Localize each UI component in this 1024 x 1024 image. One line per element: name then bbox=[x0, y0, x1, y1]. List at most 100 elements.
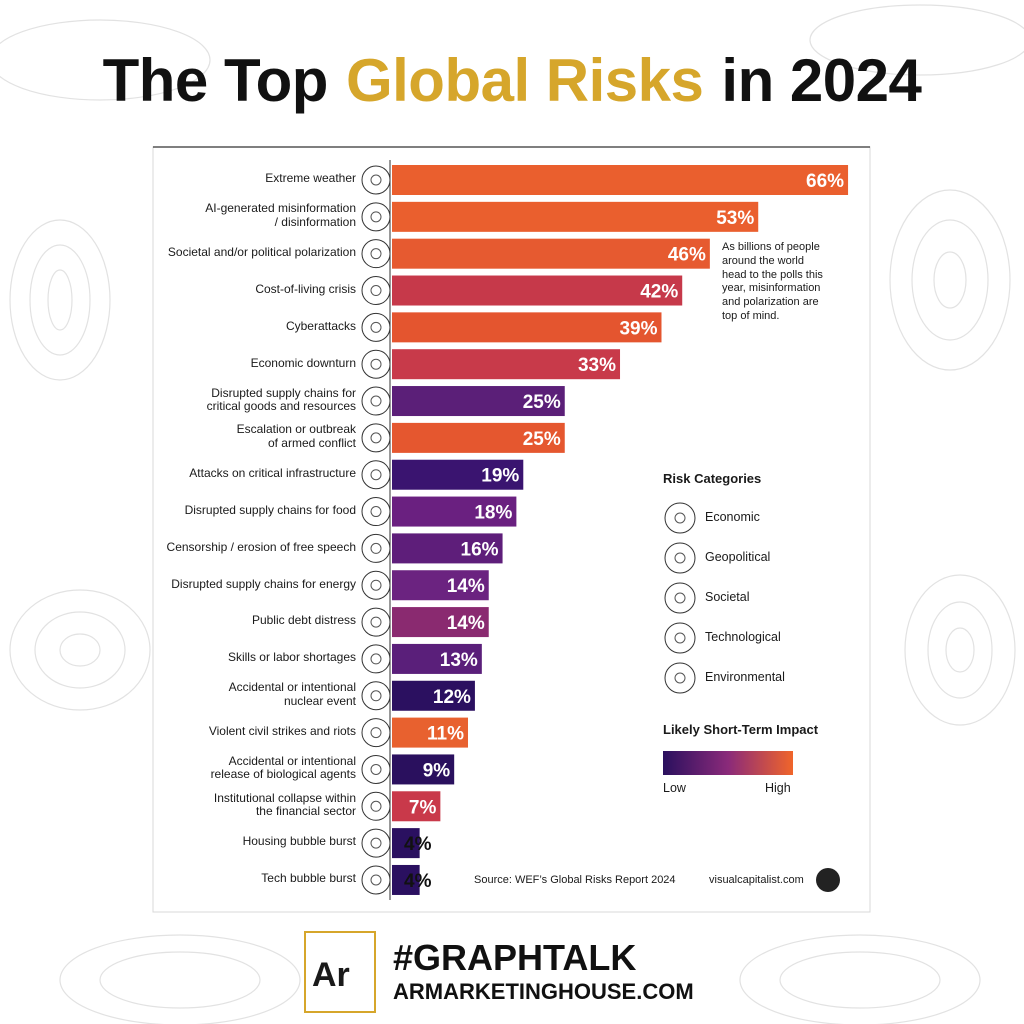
category-label: Housing bubble burst bbox=[242, 834, 356, 849]
category-icon bbox=[361, 533, 391, 563]
category-icon bbox=[361, 349, 391, 379]
category-icon bbox=[361, 681, 391, 711]
category-icon bbox=[361, 460, 391, 490]
category-icon bbox=[361, 865, 391, 895]
category-icon bbox=[361, 754, 391, 784]
annotation-line: As billions of people bbox=[722, 241, 820, 253]
value-label: 39% bbox=[619, 318, 657, 339]
legend-icon-inner bbox=[674, 592, 686, 604]
category-icon-inner bbox=[370, 763, 382, 775]
value-label: 11% bbox=[427, 724, 464, 745]
category-icon-inner bbox=[370, 874, 382, 886]
category-icon-inner bbox=[370, 653, 382, 665]
website: ARMARKETINGHOUSE.COM bbox=[393, 979, 694, 1004]
bar bbox=[392, 312, 662, 343]
bar bbox=[392, 680, 475, 711]
bar bbox=[392, 570, 489, 601]
source: Source: WEF’s Global Risks Report 2024 bbox=[474, 874, 676, 886]
category-icon-inner bbox=[370, 358, 382, 370]
category-icon bbox=[361, 570, 391, 600]
category-icon-inner bbox=[370, 542, 382, 554]
category-label: Violent civil strikes and riots bbox=[208, 723, 356, 738]
category-label: Institutional collapse within the financ… bbox=[213, 790, 356, 819]
category-icon-inner bbox=[370, 579, 382, 591]
value-label: 16% bbox=[461, 539, 499, 560]
value-label: 14% bbox=[447, 576, 485, 597]
legend-icon-inner bbox=[674, 552, 686, 564]
value-label: 53% bbox=[716, 208, 754, 229]
category-label: Skills or labor shortages bbox=[227, 650, 356, 665]
category-label: Disrupted supply chains for energy bbox=[171, 576, 356, 591]
category-label: Disrupted supply chains for food bbox=[184, 502, 356, 517]
value-label: 46% bbox=[668, 245, 706, 266]
annotation-line: around the world bbox=[722, 254, 804, 267]
legend-label: Economic bbox=[705, 510, 760, 524]
bar bbox=[392, 496, 517, 527]
category-label: Attacks on critical infrastructure bbox=[189, 466, 356, 481]
impact-gradient bbox=[663, 751, 793, 775]
annotation-line: head to the polls this bbox=[722, 268, 823, 281]
bar bbox=[392, 386, 565, 417]
legend-icon-inner bbox=[674, 672, 686, 684]
category-icon bbox=[361, 828, 391, 858]
impact-high: High bbox=[765, 781, 791, 795]
bar bbox=[392, 165, 849, 195]
category-label: Economic downturn bbox=[250, 355, 356, 370]
chart-title: The Top Global Risks in 2024 bbox=[0, 46, 1024, 115]
legend-title: Risk Categories bbox=[663, 471, 762, 486]
credit: visualcapitalist.com bbox=[709, 874, 804, 886]
category-icon bbox=[361, 791, 391, 821]
logo-box bbox=[304, 931, 376, 1013]
annotation-line: top of mind. bbox=[722, 310, 780, 322]
value-label: 19% bbox=[481, 466, 519, 487]
category-label: Accidental or intentional release of bio… bbox=[210, 754, 356, 782]
legend-icon bbox=[664, 582, 696, 614]
category-icon-inner bbox=[370, 506, 382, 518]
legend-label: Technological bbox=[705, 630, 781, 644]
category-icon-inner bbox=[370, 285, 382, 297]
legend-icon bbox=[664, 622, 696, 654]
category-icon bbox=[361, 312, 391, 342]
hashtag: #GRAPHTALK bbox=[393, 937, 637, 978]
category-label: Disrupted supply chains for critical goo… bbox=[206, 385, 356, 414]
bar bbox=[392, 275, 683, 306]
bar bbox=[392, 643, 482, 674]
legend-icon bbox=[664, 542, 696, 574]
bar bbox=[392, 754, 455, 785]
title-segment: in 2024 bbox=[721, 47, 922, 114]
value-label: 13% bbox=[440, 650, 478, 671]
value-label: 14% bbox=[447, 613, 485, 634]
title-segment: The Top bbox=[102, 47, 329, 114]
legend-label: Geopolitical bbox=[705, 550, 771, 564]
legend-icon-inner bbox=[674, 632, 686, 644]
legend-label: Societal bbox=[705, 590, 750, 604]
category-icon-inner bbox=[370, 837, 382, 849]
category-label: Tech bubble burst bbox=[261, 871, 356, 886]
bar bbox=[392, 201, 759, 232]
category-icon bbox=[361, 644, 391, 674]
legend-label: Environmental bbox=[705, 670, 785, 684]
bar bbox=[392, 533, 503, 564]
category-icon-inner bbox=[370, 690, 382, 702]
value-label: 12% bbox=[433, 687, 471, 708]
legend-icon-inner bbox=[674, 512, 686, 524]
category-label: Escalation or outbreak of armed conflict bbox=[236, 422, 356, 450]
value-label: 4% bbox=[404, 871, 432, 892]
category-label: Public debt distress bbox=[251, 613, 356, 628]
category-icon-inner bbox=[370, 321, 382, 333]
bar bbox=[392, 349, 621, 380]
category-icon bbox=[361, 202, 391, 232]
bar bbox=[392, 828, 420, 859]
category-icon bbox=[361, 423, 391, 453]
bar bbox=[392, 422, 565, 453]
category-icon-inner bbox=[370, 248, 382, 260]
category-icon bbox=[361, 386, 391, 416]
category-label: Cyberattacks bbox=[285, 318, 356, 333]
value-label: 25% bbox=[523, 392, 561, 413]
logo-text: Ar bbox=[312, 956, 350, 994]
legend-icon bbox=[664, 662, 696, 694]
bar bbox=[392, 607, 489, 638]
value-label: 7% bbox=[409, 797, 437, 818]
impact-low: Low bbox=[663, 781, 686, 795]
